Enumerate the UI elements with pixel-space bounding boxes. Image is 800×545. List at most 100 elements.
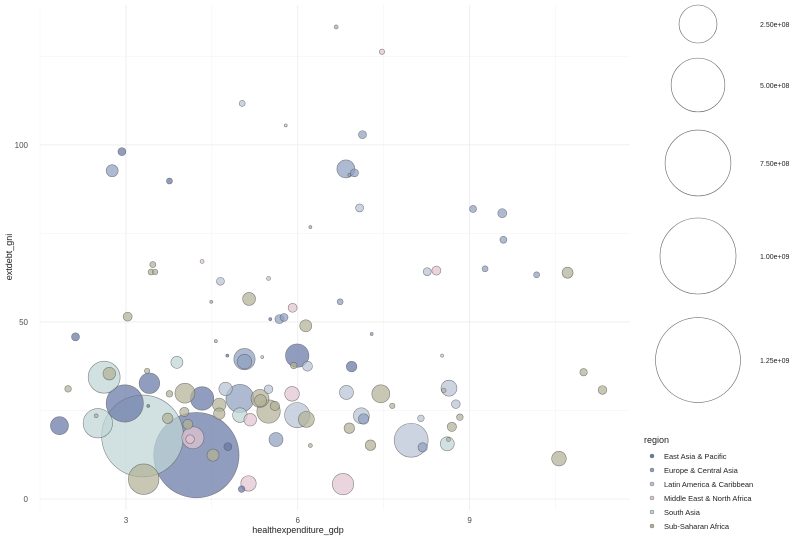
bubble: [499, 235, 508, 244]
bubble: [269, 400, 280, 411]
bubble: [268, 432, 284, 447]
bubble: [284, 386, 300, 402]
bubble: [378, 48, 385, 55]
bubble: [343, 422, 355, 434]
color-legend-label: South Asia: [664, 508, 701, 517]
bubble: [82, 408, 113, 439]
bubble: [283, 123, 288, 128]
bubble: [138, 372, 160, 394]
bubble: [417, 414, 425, 422]
bubble: [347, 173, 352, 177]
size-legend-label: 7.50e+08: [760, 161, 789, 168]
bubble: [223, 442, 233, 451]
bubble: [102, 367, 116, 381]
bubble: [236, 354, 253, 370]
bubble: [170, 356, 184, 369]
bubble: [287, 302, 298, 313]
bubble: [174, 382, 196, 404]
y-tick-label: 0: [24, 495, 29, 504]
bubble: [497, 208, 508, 219]
color-legend-key: [649, 523, 655, 529]
grid-lines: [39, 5, 630, 510]
bubble: [254, 394, 267, 407]
bubble: [533, 271, 540, 279]
size-legend-label: 2.50e+08: [760, 22, 789, 29]
bubble: [152, 269, 159, 276]
bubble: [308, 225, 313, 229]
bubble: [358, 413, 370, 425]
color-legend-key: [649, 495, 655, 501]
bubble: [551, 451, 567, 467]
bubble: [64, 385, 72, 393]
bubble: [117, 147, 127, 156]
bubble: [302, 360, 313, 372]
bubbles: [50, 24, 608, 499]
bubble: [308, 443, 313, 448]
bubble: [469, 205, 477, 213]
bubble: [199, 259, 205, 264]
bubble: [105, 164, 119, 178]
bubble: [446, 421, 457, 432]
x-axis-ticks: 3 6 9: [124, 516, 473, 525]
y-axis-ticks: 0 50 100: [15, 141, 29, 504]
bubble: [298, 411, 315, 428]
size-legend-circle: [670, 57, 726, 113]
bubble: [285, 343, 310, 368]
bubble: [146, 404, 151, 408]
size-legend-circle: [678, 4, 718, 44]
y-tick-label: 100: [15, 141, 29, 150]
bubble: [128, 463, 160, 495]
bubble: [165, 390, 174, 398]
bubble: [218, 381, 233, 396]
bubble: [122, 311, 133, 322]
x-tick-label: 9: [467, 516, 472, 525]
bubble: [336, 298, 344, 306]
bubble: [149, 261, 157, 268]
bubble: [456, 413, 464, 421]
bubble: [417, 442, 428, 453]
color-legend-key: [649, 509, 655, 515]
bubble: [144, 367, 151, 374]
bubble: [50, 416, 69, 436]
bubble: [369, 332, 374, 336]
bubble: [358, 130, 367, 139]
bubble: [268, 317, 273, 321]
bubble: [242, 292, 256, 306]
bubble: [339, 385, 354, 400]
bubble: [243, 413, 257, 427]
bubble: [238, 485, 246, 493]
bubble: [166, 177, 173, 185]
color-legend-label: Sub-Saharan Africa: [664, 522, 730, 531]
bubble: [371, 384, 391, 404]
color-legend-label: Middle East & North Africa: [664, 494, 752, 503]
bubble: [162, 412, 174, 424]
size-legend-circle: [659, 217, 737, 295]
size-legend-circle: [655, 317, 741, 403]
color-legend: region East Asia & Pacific Europe & Centr…: [644, 435, 753, 531]
bubble: [290, 361, 298, 370]
size-legend-label: 5.00e+08: [760, 83, 789, 90]
bubble: [185, 434, 195, 444]
size-legend-circle: [664, 129, 732, 197]
bubble: [431, 265, 442, 276]
color-legend-title: region: [644, 435, 669, 445]
bubble: [225, 353, 230, 358]
bubble: [389, 402, 396, 409]
bubble: [299, 319, 313, 333]
y-tick-label: 50: [19, 318, 28, 327]
bubble: [333, 24, 339, 30]
bubble: [439, 436, 455, 452]
size-legend-label: 1.00e+09: [760, 254, 789, 261]
bubble: [355, 203, 364, 213]
size-legend: 2.50e+08 5.00e+08 7.50e+08 1.00e+09 1.25e+09: [655, 4, 789, 403]
bubble: [350, 168, 359, 178]
color-legend-label: Latin America & Caribbean: [664, 480, 753, 489]
bubble: [332, 473, 355, 496]
x-axis-label: healthexpenditure_gdp: [252, 525, 344, 535]
color-legend-key: [649, 467, 655, 473]
bubble: [93, 413, 99, 419]
bubble: [216, 276, 225, 286]
bubble: [561, 266, 574, 279]
bubble: [440, 353, 444, 358]
